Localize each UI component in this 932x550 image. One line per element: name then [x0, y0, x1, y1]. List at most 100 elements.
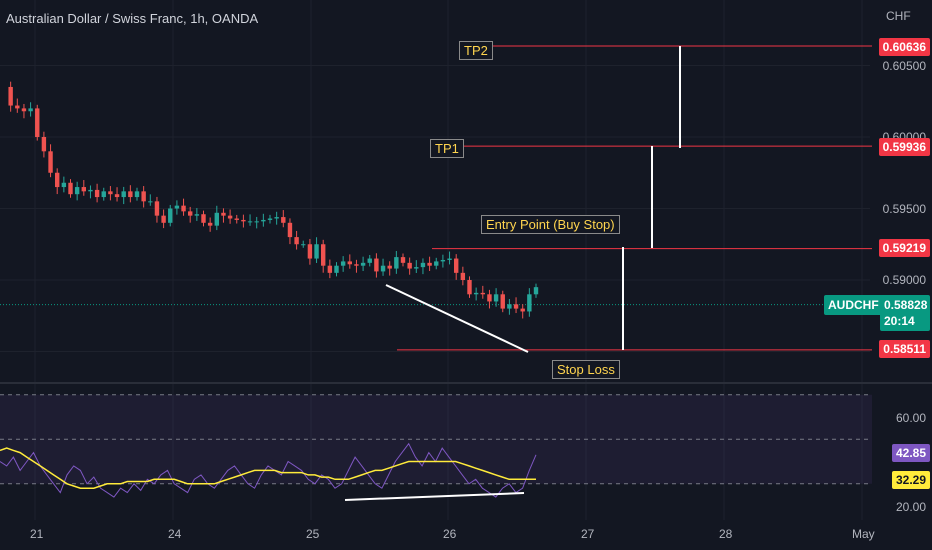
candle	[281, 217, 286, 223]
candle	[374, 258, 379, 272]
candle	[94, 189, 100, 198]
price-trend-line	[385, 284, 529, 353]
candle	[201, 214, 206, 223]
candle	[321, 244, 326, 266]
candle	[487, 294, 492, 302]
candle	[427, 262, 432, 266]
candle	[41, 137, 47, 152]
candle	[447, 258, 452, 260]
candle	[88, 189, 93, 192]
candle	[221, 212, 226, 216]
candle	[8, 86, 13, 106]
candle	[367, 258, 372, 263]
candle	[68, 182, 73, 195]
stop-loss-annotation[interactable]: Stop Loss	[552, 360, 620, 379]
candle	[141, 191, 146, 202]
rsi-trend-line	[344, 492, 525, 501]
candle	[161, 215, 166, 223]
candle	[473, 292, 479, 295]
candle	[181, 205, 186, 212]
candle	[454, 258, 459, 273]
candle	[287, 222, 293, 238]
candle	[440, 259, 446, 262]
candle	[168, 208, 173, 223]
candle	[467, 280, 472, 295]
candle	[527, 294, 532, 312]
symbol-title[interactable]: Australian Dollar / Swiss Franc, 1h, OAN…	[6, 11, 259, 26]
rsi-line	[0, 442, 537, 498]
candle	[493, 294, 499, 302]
candle	[194, 214, 200, 216]
candle	[314, 244, 319, 259]
candle	[507, 304, 512, 309]
candle	[347, 261, 352, 265]
candle	[307, 244, 313, 259]
candle	[55, 172, 60, 188]
bar-countdown: 20:14	[884, 314, 915, 328]
candle	[340, 261, 346, 266]
candle	[35, 108, 40, 137]
candle	[400, 257, 406, 263]
candle	[108, 191, 113, 195]
time-label: 25	[306, 527, 320, 541]
candle	[15, 105, 20, 109]
time-label: 24	[168, 527, 182, 541]
rsi-axis-label: 60.00	[895, 411, 926, 425]
candle	[434, 261, 439, 266]
candle	[513, 304, 519, 309]
candle	[227, 215, 233, 219]
candle	[154, 201, 160, 216]
time-label: 21	[30, 527, 44, 541]
candle	[174, 205, 180, 209]
entry-price-tag: 0.59219	[878, 239, 930, 257]
candle	[241, 219, 246, 222]
candle	[327, 265, 333, 273]
current-price-tag: 0.58828 20:14	[880, 295, 930, 331]
candle	[114, 194, 120, 198]
time-label: 28	[719, 527, 733, 541]
candle	[267, 218, 273, 220]
stop-price-tag: 0.58511	[879, 340, 930, 358]
candle	[500, 294, 505, 309]
tp2-price-tag: 0.60636	[878, 38, 930, 56]
rsi-axis-label: 20.00	[895, 500, 926, 514]
candle	[21, 108, 27, 112]
current-price: 0.58828	[884, 298, 928, 312]
candle	[301, 244, 306, 246]
candle	[128, 191, 133, 198]
candle	[81, 187, 86, 192]
candle	[214, 212, 219, 226]
candle	[420, 262, 426, 268]
price-label: 0.60500	[882, 59, 926, 73]
price-label: 0.59000	[882, 273, 926, 287]
candle	[101, 191, 106, 198]
tp1-annotation[interactable]: TP1	[430, 139, 464, 158]
price-label: 0.59500	[882, 202, 926, 216]
time-label: 27	[581, 527, 595, 541]
candle	[480, 292, 485, 295]
entry-annotation[interactable]: Entry Point (Buy Stop)	[481, 215, 620, 234]
candle	[407, 262, 412, 269]
currency-label: CHF	[886, 9, 911, 23]
candle	[460, 272, 466, 280]
candle	[354, 264, 359, 266]
rsi-value-tag: 42.85	[891, 444, 930, 462]
rsi-ma-line	[0, 447, 536, 489]
candle	[294, 237, 299, 245]
candle	[334, 265, 339, 273]
candle	[121, 191, 126, 198]
candle	[394, 257, 399, 269]
candle	[48, 151, 53, 173]
time-label: 26	[443, 527, 457, 541]
candle	[207, 222, 213, 226]
candle	[148, 201, 153, 203]
candle	[254, 221, 259, 223]
symbol-price-badge: AUDCHF	[824, 295, 883, 315]
candle	[520, 308, 525, 312]
candle	[134, 191, 140, 198]
tp1-price-tag: 0.59936	[878, 138, 930, 156]
candle	[28, 108, 33, 112]
candle	[261, 219, 266, 222]
tp2-annotation[interactable]: TP2	[459, 41, 493, 60]
